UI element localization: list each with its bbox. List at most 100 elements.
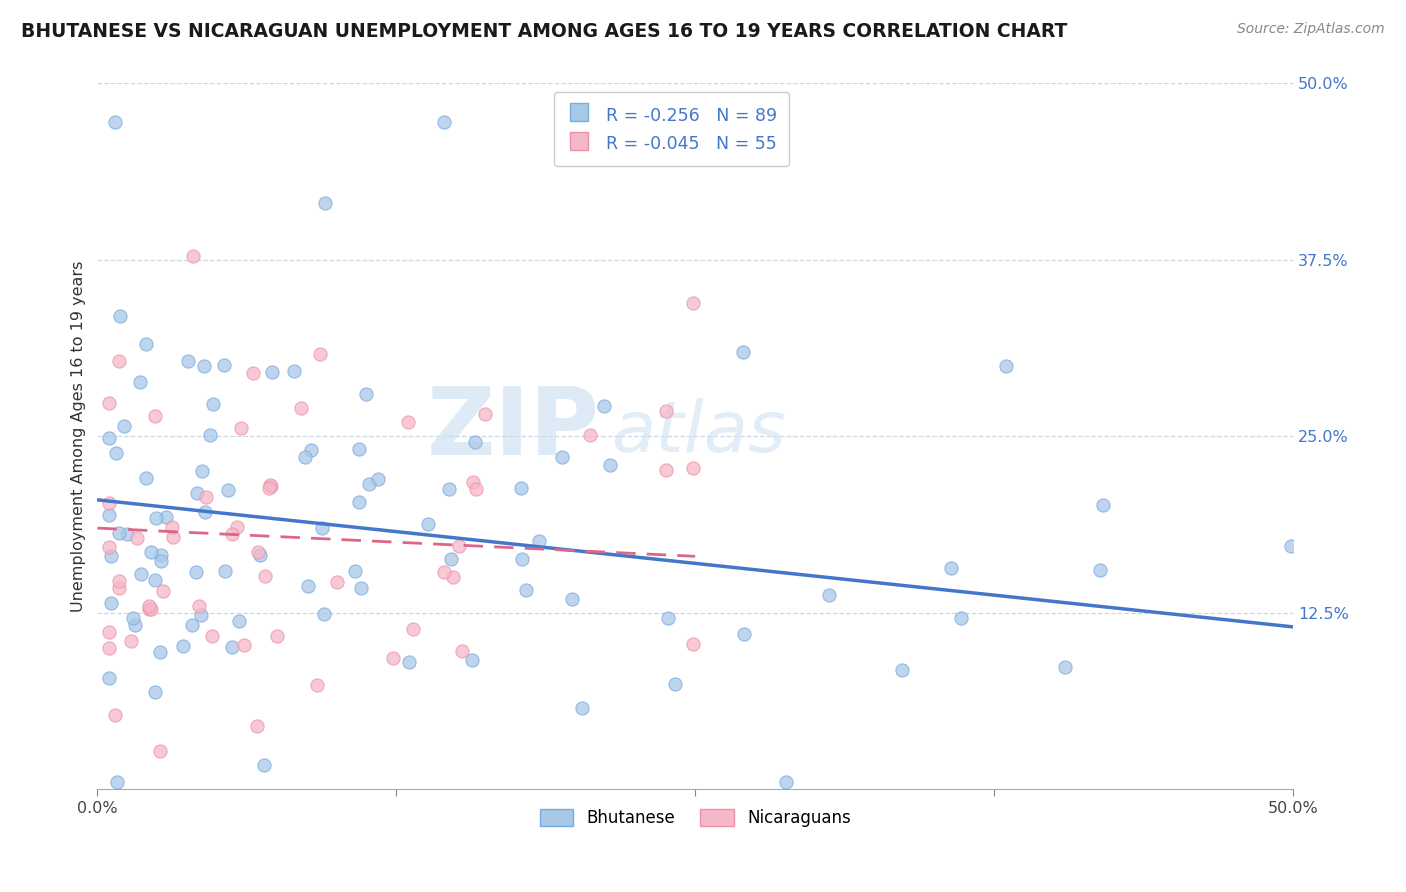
Point [98, 508, 121, 523]
Point [733, 627, 755, 641]
Point [214, 564, 236, 578]
Point [121, 611, 143, 625]
Point [181, 617, 204, 632]
Legend: Bhutanese, Nicaraguans: Bhutanese, Nicaraguans [533, 802, 858, 834]
Point [1279, 539, 1302, 553]
Point [262, 365, 284, 379]
Point [299, 442, 322, 457]
Point [107, 354, 129, 368]
Point [115, 527, 138, 541]
Point [98, 671, 121, 685]
Point [307, 678, 329, 692]
Point [190, 464, 212, 478]
Point [664, 677, 686, 691]
Text: ZIP: ZIP [426, 384, 599, 475]
Point [357, 477, 380, 491]
Point [105, 775, 128, 789]
Point [1053, 660, 1076, 674]
Point [818, 589, 841, 603]
Point [343, 564, 366, 578]
Point [143, 573, 166, 587]
Point [682, 460, 704, 475]
Point [450, 643, 472, 657]
Point [149, 645, 172, 659]
Point [314, 607, 336, 621]
Point [464, 434, 486, 449]
Point [441, 570, 464, 584]
Point [246, 719, 269, 733]
Point [172, 639, 194, 653]
Point [103, 115, 125, 129]
Point [398, 655, 420, 669]
Point [326, 575, 349, 590]
Point [995, 359, 1018, 373]
Point [186, 486, 208, 500]
Point [100, 596, 122, 610]
Point [560, 591, 582, 606]
Point [891, 663, 914, 677]
Point [257, 481, 280, 495]
Point [314, 196, 336, 211]
Point [188, 599, 211, 613]
Point [105, 446, 128, 460]
Point [217, 483, 239, 497]
Point [135, 471, 157, 485]
Point [260, 479, 283, 493]
Point [141, 601, 163, 615]
Point [259, 477, 281, 491]
Point [433, 114, 456, 128]
Point [138, 599, 160, 613]
Point [112, 418, 135, 433]
Point [592, 399, 614, 413]
Point [1088, 563, 1111, 577]
Point [579, 427, 602, 442]
Point [367, 472, 389, 486]
Point [571, 701, 593, 715]
Point [145, 684, 167, 698]
Point [950, 611, 973, 625]
Point [162, 530, 184, 544]
Point [98, 640, 121, 655]
Point [212, 358, 235, 372]
Point [201, 397, 224, 411]
Point [228, 614, 250, 628]
Point [200, 427, 222, 442]
Point [396, 415, 419, 429]
Y-axis label: Unemployment Among Ages 16 to 19 years: Unemployment Among Ages 16 to 19 years [72, 260, 86, 612]
Text: atlas: atlas [612, 399, 786, 467]
Point [1091, 498, 1114, 512]
Point [515, 583, 537, 598]
Point [939, 561, 962, 575]
Point [242, 366, 264, 380]
Point [160, 520, 183, 534]
Point [145, 511, 167, 525]
Point [150, 548, 173, 562]
Point [350, 581, 373, 595]
Point [527, 534, 550, 549]
Point [184, 566, 207, 580]
Point [104, 707, 127, 722]
Point [193, 359, 215, 373]
Point [347, 495, 370, 509]
Point [193, 505, 215, 519]
Point [135, 336, 157, 351]
Point [294, 450, 316, 464]
Point [461, 475, 484, 489]
Point [599, 458, 621, 472]
Point [551, 450, 574, 465]
Point [682, 637, 704, 651]
Point [231, 421, 253, 435]
Point [731, 344, 754, 359]
Point [98, 625, 121, 640]
Point [108, 525, 131, 540]
Point [418, 517, 440, 532]
Point [100, 549, 122, 563]
Point [108, 574, 131, 589]
Point [509, 481, 531, 495]
Point [682, 295, 704, 310]
Point [474, 407, 496, 421]
Text: Source: ZipAtlas.com: Source: ZipAtlas.com [1237, 22, 1385, 37]
Point [139, 544, 162, 558]
Point [381, 650, 404, 665]
Point [311, 521, 333, 535]
